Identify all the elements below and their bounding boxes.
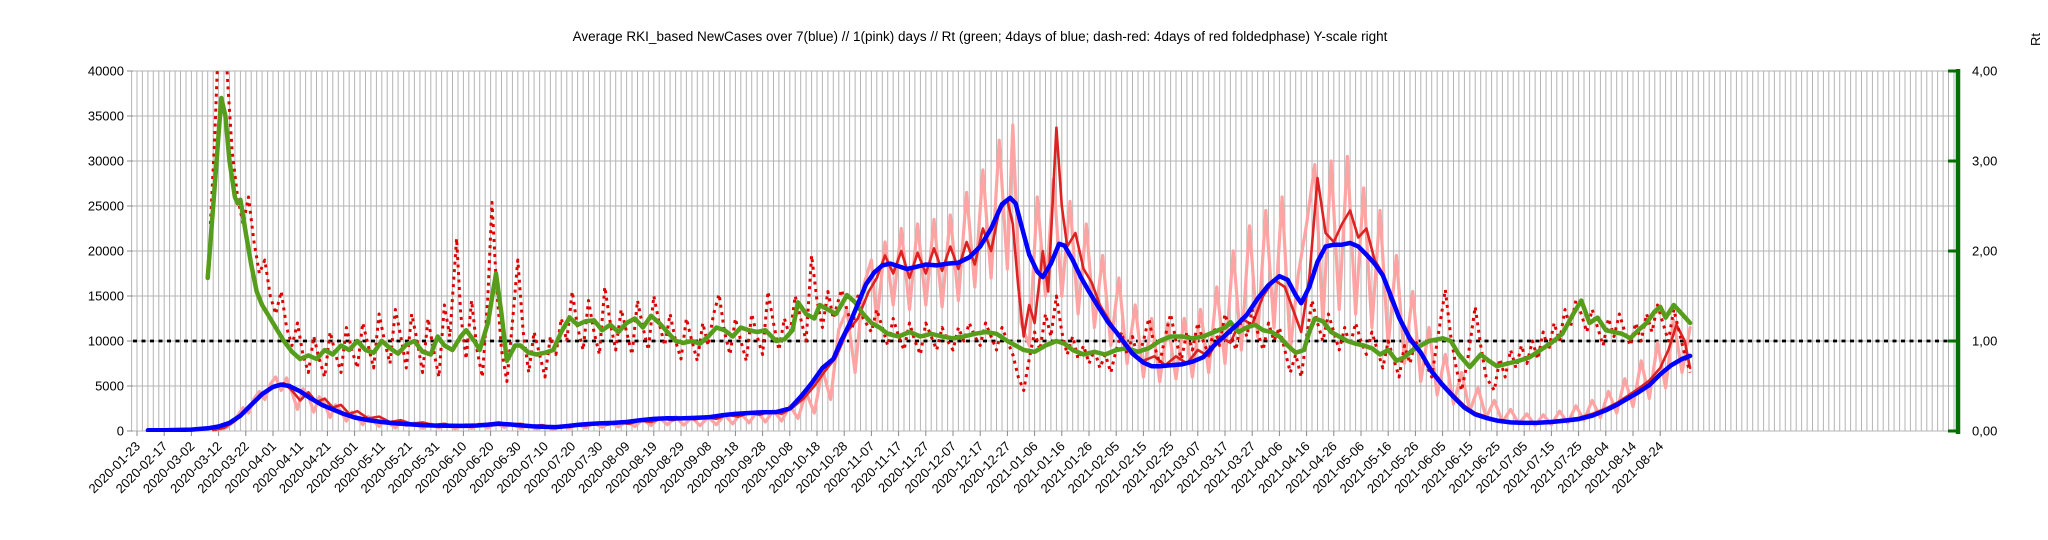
right-axis-tick-label: 4,00	[1972, 64, 1997, 79]
left-axis-labels: 0 5000 10000 15000 20000 25000 30000 35000 40000	[88, 64, 124, 439]
series-newcases-red-folded-phase-source	[211, 126, 1692, 432]
right-axis-tick-label: 2,00	[1972, 244, 1997, 259]
series-rt-green-4-days-of-blue	[205, 95, 1693, 370]
left-axis-tick-label: 25000	[88, 199, 124, 214]
right-axis: 0,00 1,00 2,00 3,00 4,00	[1948, 64, 1997, 439]
left-axis-tick-label: 15000	[88, 289, 124, 304]
left-axis-tick-label: 0	[117, 424, 124, 439]
right-axis-tick-label: 1,00	[1972, 334, 1997, 349]
left-axis-tick-label: 40000	[88, 64, 124, 79]
left-axis-tick-label: 5000	[95, 379, 124, 394]
left-axis-tick-label: 20000	[88, 244, 124, 259]
right-axis-tick-label: 3,00	[1972, 154, 1997, 169]
left-axis-tick-label: 35000	[88, 109, 124, 124]
left-axis-tick-label: 30000	[88, 154, 124, 169]
right-axis-title: Rt	[2028, 33, 2043, 46]
right-axis-tick-label: 0,00	[1972, 424, 1997, 439]
x-axis-labels: 2020-01-232020-02-172020-03-022020-03-12…	[85, 431, 1666, 496]
chart-title: Average RKI_based NewCases over 7(blue) …	[573, 29, 1388, 44]
series-rt-dash-red-4-days-of-red-foldedphase	[208, 70, 1692, 392]
series-group	[145, 70, 1693, 432]
left-axis-tick-label: 10000	[88, 334, 124, 349]
series-newcases-7-day-average-blue	[145, 195, 1693, 432]
